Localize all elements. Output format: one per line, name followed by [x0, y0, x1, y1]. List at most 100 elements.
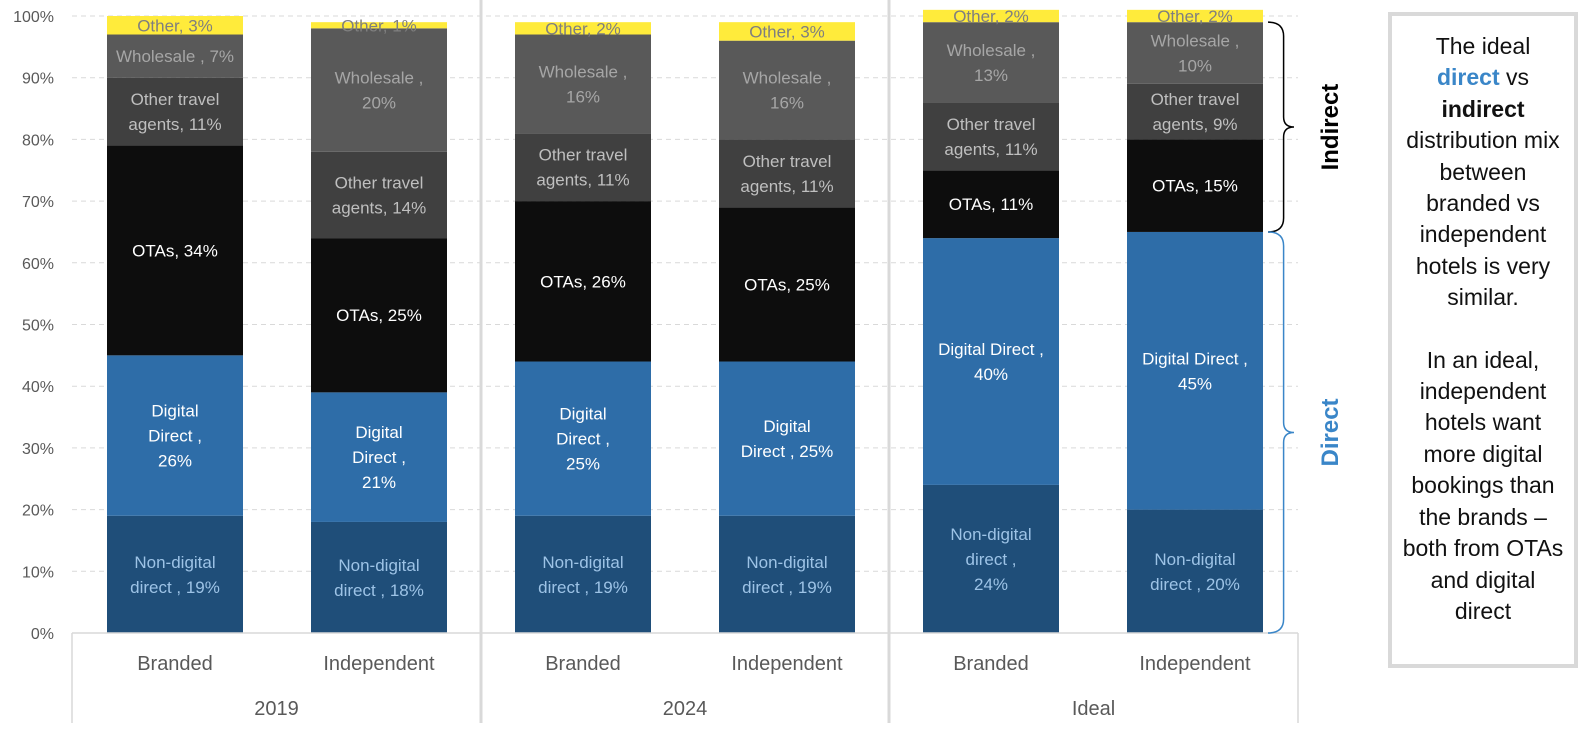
bar-segment — [923, 102, 1059, 171]
bar-segment — [719, 40, 855, 140]
segment-label: Other, 2% — [545, 19, 621, 38]
segment-label: Other travel agents, 9% — [1151, 90, 1240, 134]
y-tick-label: 30% — [22, 441, 54, 458]
brace-label: Direct — [1317, 398, 1344, 466]
bar-segment — [1127, 22, 1263, 84]
x-category-label: Branded — [545, 653, 621, 675]
x-group-label: Ideal — [1072, 698, 1115, 720]
bar-segment — [515, 361, 651, 516]
y-tick-label: 50% — [22, 318, 54, 335]
bar-segment — [923, 170, 1059, 239]
brace — [1267, 21, 1295, 233]
bar-segment — [107, 145, 243, 356]
bar-segment — [311, 521, 447, 633]
segment-label: Other, 2% — [1157, 7, 1233, 26]
y-tick-label: 80% — [22, 132, 54, 149]
segment-label: Other, 2% — [953, 7, 1029, 26]
segment-label: OTAs, 11% — [949, 195, 1033, 214]
segment-labels: Non-digital direct , 19% Digital Direct , 26… — [116, 7, 1248, 600]
segment-label: Other, 1% — [341, 16, 417, 35]
bars — [107, 9, 1263, 633]
segment-label: Non-digital direct , 18% — [334, 556, 424, 600]
bar-segment — [719, 22, 855, 41]
x-group-label: 2024 — [663, 698, 708, 720]
x-category-label: Independent — [1139, 653, 1251, 675]
segment-label: OTAs, 25% — [336, 306, 422, 325]
segment-label: Other travel agents, 11% — [128, 90, 221, 134]
bar-segment — [719, 515, 855, 633]
segment-label: Non-digital direct , 19% — [538, 553, 628, 597]
bar-segment — [1127, 9, 1263, 23]
segment-label: Wholesale , 16% — [539, 62, 628, 106]
segment-label: Wholesale , 7% — [116, 47, 234, 66]
y-tick-label: 0% — [31, 626, 54, 643]
x-category-label: Branded — [953, 653, 1029, 675]
y-tick-label: 100% — [13, 9, 54, 26]
segment-label: Digital Direct , 25% — [741, 417, 834, 461]
y-tick-label: 90% — [22, 71, 54, 88]
segment-label: Non-digital direct , 24% — [950, 525, 1031, 594]
segment-label: Non-digital direct , 19% — [742, 553, 832, 597]
segment-label: Non-digital direct , 20% — [1150, 550, 1240, 594]
bar-segment — [1127, 83, 1263, 140]
y-tick-label: 40% — [22, 379, 54, 396]
segment-label: Other, 3% — [137, 16, 213, 35]
segment-label: Wholesale , 16% — [743, 69, 832, 113]
segment-label: Digital Direct , 25% — [556, 405, 610, 474]
bar-segment — [923, 9, 1059, 23]
bar-segment — [1127, 509, 1263, 633]
segment-label: Other, 3% — [749, 22, 825, 41]
segment-label: Non-digital direct , 19% — [130, 553, 220, 597]
bar-segment — [719, 361, 855, 516]
segment-label: Other travel agents, 11% — [536, 146, 629, 190]
segment-label: OTAs, 34% — [132, 241, 218, 260]
brace-label: Indirect — [1317, 84, 1344, 171]
note-keyword-direct: direct — [1436, 64, 1500, 91]
y-axis: 0% 10% 20% 30% 40% 50% 60% 70% 80% 90% 100% — [13, 9, 54, 643]
x-category-label: Independent — [731, 653, 843, 675]
bar-segment — [923, 22, 1059, 103]
bar-segment — [1127, 139, 1263, 232]
bar-segment — [107, 16, 243, 35]
x-category-label: Independent — [323, 653, 435, 675]
segment-label: Other travel agents, 11% — [740, 152, 833, 196]
y-tick-label: 70% — [22, 194, 54, 211]
brace — [1267, 231, 1295, 634]
segment-label: Wholesale , 20% — [335, 69, 424, 113]
segment-label: OTAs, 25% — [744, 275, 830, 294]
bar-segment — [311, 151, 447, 239]
note-vs: vs — [1499, 64, 1530, 91]
bar-segment — [515, 133, 651, 202]
x-axis: Branded Independent Branded Independent Bran… — [71, 0, 1299, 723]
bar-segment — [311, 22, 447, 29]
y-tick-label: 20% — [22, 503, 54, 520]
segment-label: Other travel agents, 11% — [944, 115, 1037, 159]
segment-label: Other travel agents, 14% — [332, 173, 427, 217]
bar-segment — [719, 139, 855, 208]
y-tick-label: 60% — [22, 256, 54, 273]
bar-segment — [515, 22, 651, 35]
bar-segment — [311, 28, 447, 152]
bar-segment — [719, 207, 855, 362]
bar-segment — [107, 77, 243, 146]
gridlines — [72, 15, 1298, 572]
bar-segment — [515, 515, 651, 633]
note-box: The ideal direct vs indirect distributio… — [1388, 12, 1578, 668]
bar-segment — [923, 238, 1059, 485]
bar-segment — [311, 392, 447, 522]
bar-segment — [1127, 231, 1263, 510]
y-tick-label: 10% — [22, 564, 54, 581]
segment-label: OTAs, 15% — [1152, 177, 1238, 196]
x-category-label: Branded — [137, 653, 213, 675]
note-paragraph-1: The ideal direct vs indirect distributio… — [1402, 31, 1564, 314]
braces: Indirect Direct — [1267, 21, 1344, 634]
bar-segment — [107, 355, 243, 516]
segment-label: Wholesale , 13% — [947, 41, 1036, 85]
bar-segment — [515, 34, 651, 134]
x-group-label: 2019 — [254, 698, 299, 720]
note-line-rest: distribution mix between branded vs inde… — [1406, 127, 1560, 311]
note-keyword-indirect: indirect — [1441, 95, 1525, 122]
bar-segment — [311, 238, 447, 393]
bar-segment — [107, 34, 243, 78]
note-paragraph-2: In an ideal, independent hotels want mor… — [1402, 346, 1564, 624]
